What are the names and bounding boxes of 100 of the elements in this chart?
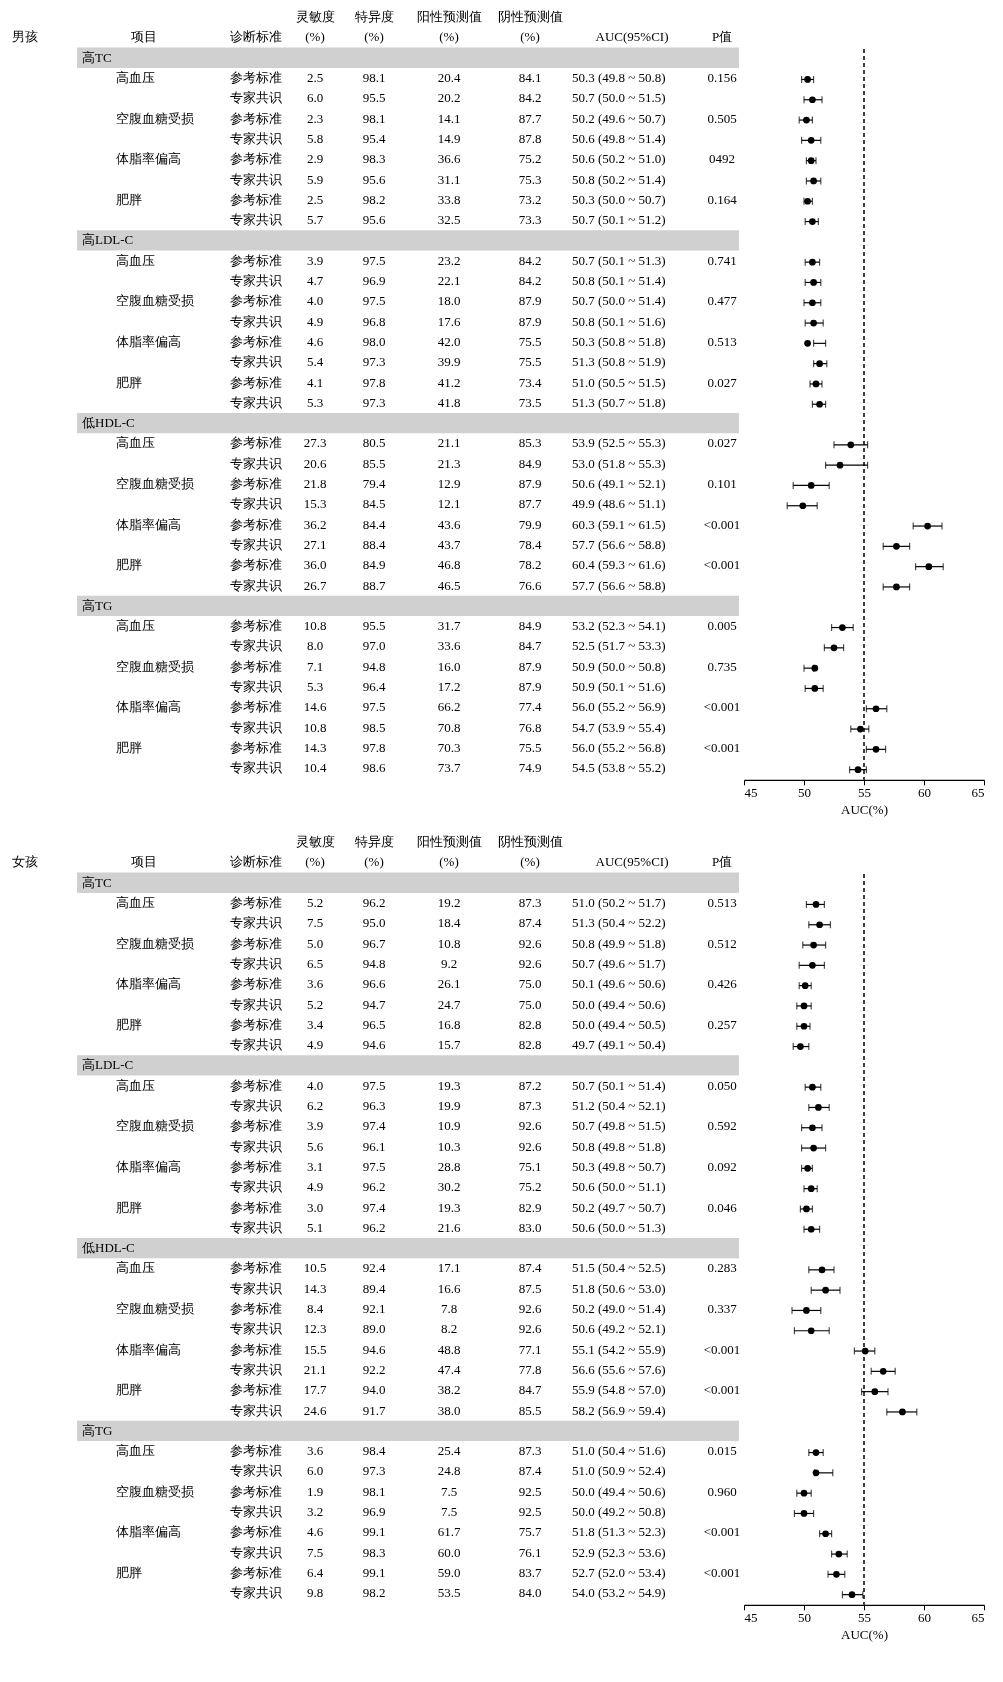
text: 专家共识	[230, 915, 282, 931]
text: 肥胖	[116, 1564, 142, 1580]
text: 56.0 (55.2 ~ 56.8)	[572, 739, 666, 755]
point	[872, 705, 880, 713]
text: 33.6	[437, 638, 461, 654]
text: 24.6	[303, 1402, 327, 1418]
text: 21.3	[437, 455, 461, 471]
point	[810, 279, 817, 286]
text: 70.3	[437, 739, 461, 755]
point	[847, 441, 855, 449]
text: 92.2	[362, 1361, 386, 1377]
text: 51.0 (50.5 ~ 51.5)	[572, 374, 666, 390]
text: 87.9	[518, 313, 542, 329]
point	[811, 685, 819, 692]
text: 53.0 (51.8 ~ 55.3)	[572, 455, 666, 471]
text: 9.8	[306, 1585, 324, 1601]
point	[809, 1083, 816, 1091]
text: 2.9	[306, 151, 324, 167]
text: 75.5	[518, 354, 542, 370]
text: 50.8 (50.2 ~ 51.4)	[572, 171, 666, 187]
text: 0.156	[707, 70, 737, 86]
point	[822, 1286, 829, 1294]
text: 51.3 (50.7 ~ 51.8)	[572, 394, 666, 410]
text: 参考标准	[230, 476, 282, 492]
text: 15.3	[303, 496, 327, 512]
text: 96.6	[362, 976, 386, 992]
text: 低HDL-C	[82, 1240, 135, 1256]
x-axis-title: AUC(%)	[841, 1627, 888, 1643]
text: 16.0	[437, 658, 461, 674]
category-label: 诊断标准	[230, 854, 282, 870]
text: 体脂率偏高	[116, 1158, 181, 1174]
text: <0.001	[703, 1382, 741, 1398]
category-label: 诊断标准	[230, 29, 282, 45]
text: 4.6	[306, 1524, 324, 1540]
text: 专家共识	[230, 1280, 282, 1296]
text: 97.0	[362, 638, 386, 654]
text: 0.477	[707, 293, 737, 309]
text: 60.4 (59.3 ~ 61.6)	[572, 557, 666, 573]
text: 4.1	[306, 374, 324, 390]
text: 49.7 (49.1 ~ 50.4)	[572, 1037, 666, 1053]
text: 84.2	[518, 252, 542, 268]
point	[816, 360, 823, 367]
text: 79.4	[362, 476, 386, 492]
text: 51.0 (50.2 ~ 51.7)	[572, 895, 666, 911]
text: 97.4	[362, 1118, 386, 1134]
text: 87.4	[518, 915, 542, 931]
text: 50.3 (49.8 ~ 50.7)	[572, 1158, 666, 1174]
text: 32.5	[437, 212, 461, 228]
text: 专家共识	[230, 1504, 282, 1520]
text: 98.1	[362, 1483, 386, 1499]
text: 专家共识	[230, 455, 282, 471]
category-label: 特异度	[354, 834, 394, 850]
text: 50.7 (50.1 ~ 51.3)	[572, 252, 666, 268]
text: 空腹血糖受损	[116, 476, 194, 492]
text: 84.7	[518, 638, 542, 654]
text: 5.0	[306, 935, 324, 951]
text: 7.5	[306, 915, 324, 931]
text: 专家共识	[230, 496, 282, 512]
text: 52.9 (52.3 ~ 53.6)	[572, 1544, 666, 1560]
point	[818, 1266, 826, 1274]
text: 82.9	[518, 1199, 542, 1215]
text: 10.3	[437, 1138, 461, 1154]
text: 专家共识	[230, 1219, 282, 1235]
text: 肥胖	[116, 557, 142, 573]
text: 96.4	[362, 679, 386, 695]
text: 54.0 (53.2 ~ 54.9)	[572, 1585, 666, 1601]
text: 95.6	[362, 171, 386, 187]
text: 肥胖	[116, 739, 142, 755]
text: 47.4	[437, 1361, 461, 1377]
text: 14.3	[303, 1280, 327, 1296]
text: 51.3 (50.8 ~ 51.9)	[572, 354, 666, 370]
text: 98.6	[362, 760, 386, 776]
text: 12.3	[303, 1321, 327, 1337]
text: 55.1 (54.2 ~ 55.9)	[572, 1341, 666, 1357]
text: 0.741	[707, 252, 737, 268]
x-tick-label: 50	[798, 1610, 811, 1626]
text: 高血压	[116, 618, 155, 634]
text: 0.512	[707, 935, 737, 951]
text: 高血压	[116, 1443, 155, 1459]
text: 96.2	[362, 1219, 386, 1235]
text: 46.5	[437, 577, 461, 593]
text: 3.0	[306, 1199, 324, 1215]
point	[803, 116, 810, 124]
category-label: 灵敏度	[295, 834, 335, 850]
point	[809, 218, 816, 225]
text: 87.7	[518, 496, 542, 512]
text: 97.5	[362, 252, 386, 268]
category-label: 阳性预测值	[416, 9, 482, 25]
category-label: 阴性预测值	[497, 834, 563, 850]
text: 0.960	[707, 1483, 737, 1499]
text: 参考标准	[230, 658, 282, 674]
text: 2.3	[306, 110, 324, 126]
text: 97.8	[362, 739, 386, 755]
text: 92.5	[518, 1483, 542, 1499]
text: 50.6 (50.0 ~ 51.3)	[572, 1219, 666, 1235]
text: 参考标准	[230, 151, 282, 167]
point	[803, 1205, 810, 1213]
point	[848, 1591, 856, 1598]
category-label: P值	[711, 854, 733, 870]
text: 84.9	[518, 618, 542, 634]
